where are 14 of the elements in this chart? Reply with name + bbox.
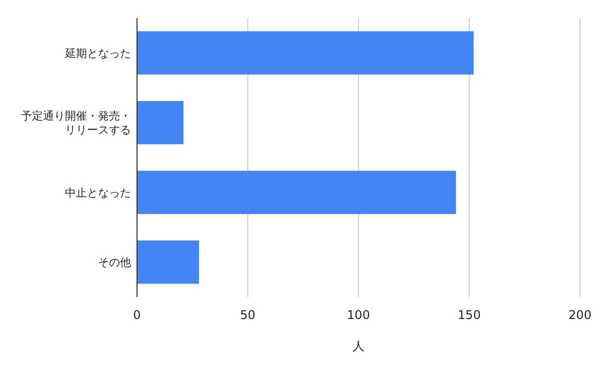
y-tick-label: 中止となった: [65, 186, 131, 200]
x-axis-title: 人: [352, 339, 364, 353]
y-tick-label: 延期となった: [64, 46, 131, 60]
y-tick-label: 予定通り開催・発売・リリースする: [21, 110, 131, 137]
x-tick-label: 50: [240, 308, 256, 322]
bar: [137, 170, 456, 214]
bar: [137, 101, 184, 144]
bar: [137, 240, 200, 284]
x-tick-label: 0: [133, 308, 141, 322]
bar: [137, 31, 474, 74]
y-tick-label: その他: [98, 256, 131, 270]
x-tick-label: 150: [458, 308, 481, 322]
x-tick-label: 100: [347, 308, 370, 322]
x-tick-label: 200: [568, 308, 592, 322]
